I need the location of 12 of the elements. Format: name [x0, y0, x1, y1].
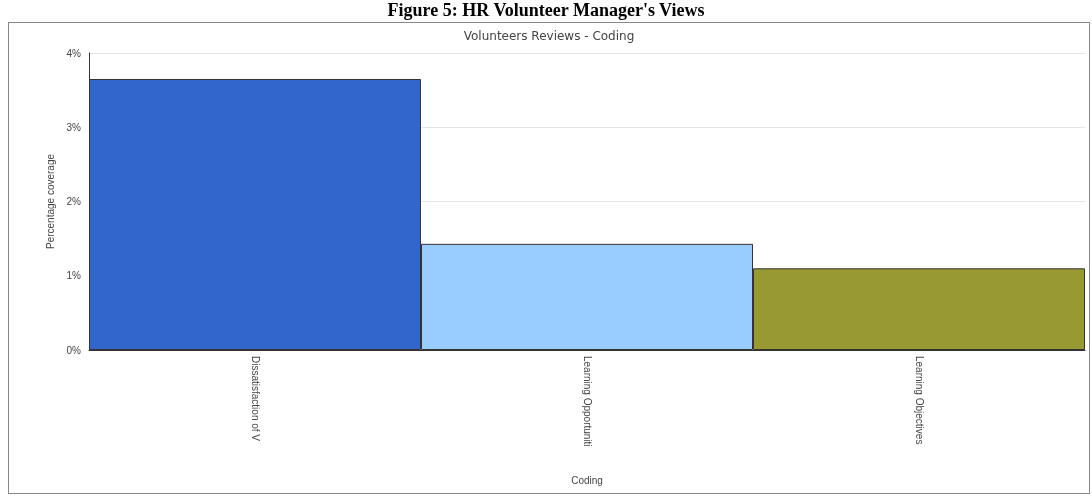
x-tick-label: Learning Opportuniti [581, 356, 593, 447]
x-axis-title: Coding [571, 474, 603, 486]
y-tick-label: 1% [66, 270, 82, 282]
chart-title: Figure 5: HR Volunteer Manager's Views [386, 0, 706, 21]
chart-subtitle: Volunteers Reviews - Coding [463, 29, 635, 43]
y-tick-label: 2% [66, 196, 82, 207]
x-tick-label: Learning Objectives [913, 356, 925, 445]
y-axis-title: Percentage coverage [45, 153, 57, 250]
y-tick-label: 4% [66, 47, 82, 59]
y-tick-label: 0% [66, 344, 82, 356]
y-tick-label: 3% [66, 121, 82, 133]
x-tick-label: Dissatisfaction of V [249, 356, 261, 442]
